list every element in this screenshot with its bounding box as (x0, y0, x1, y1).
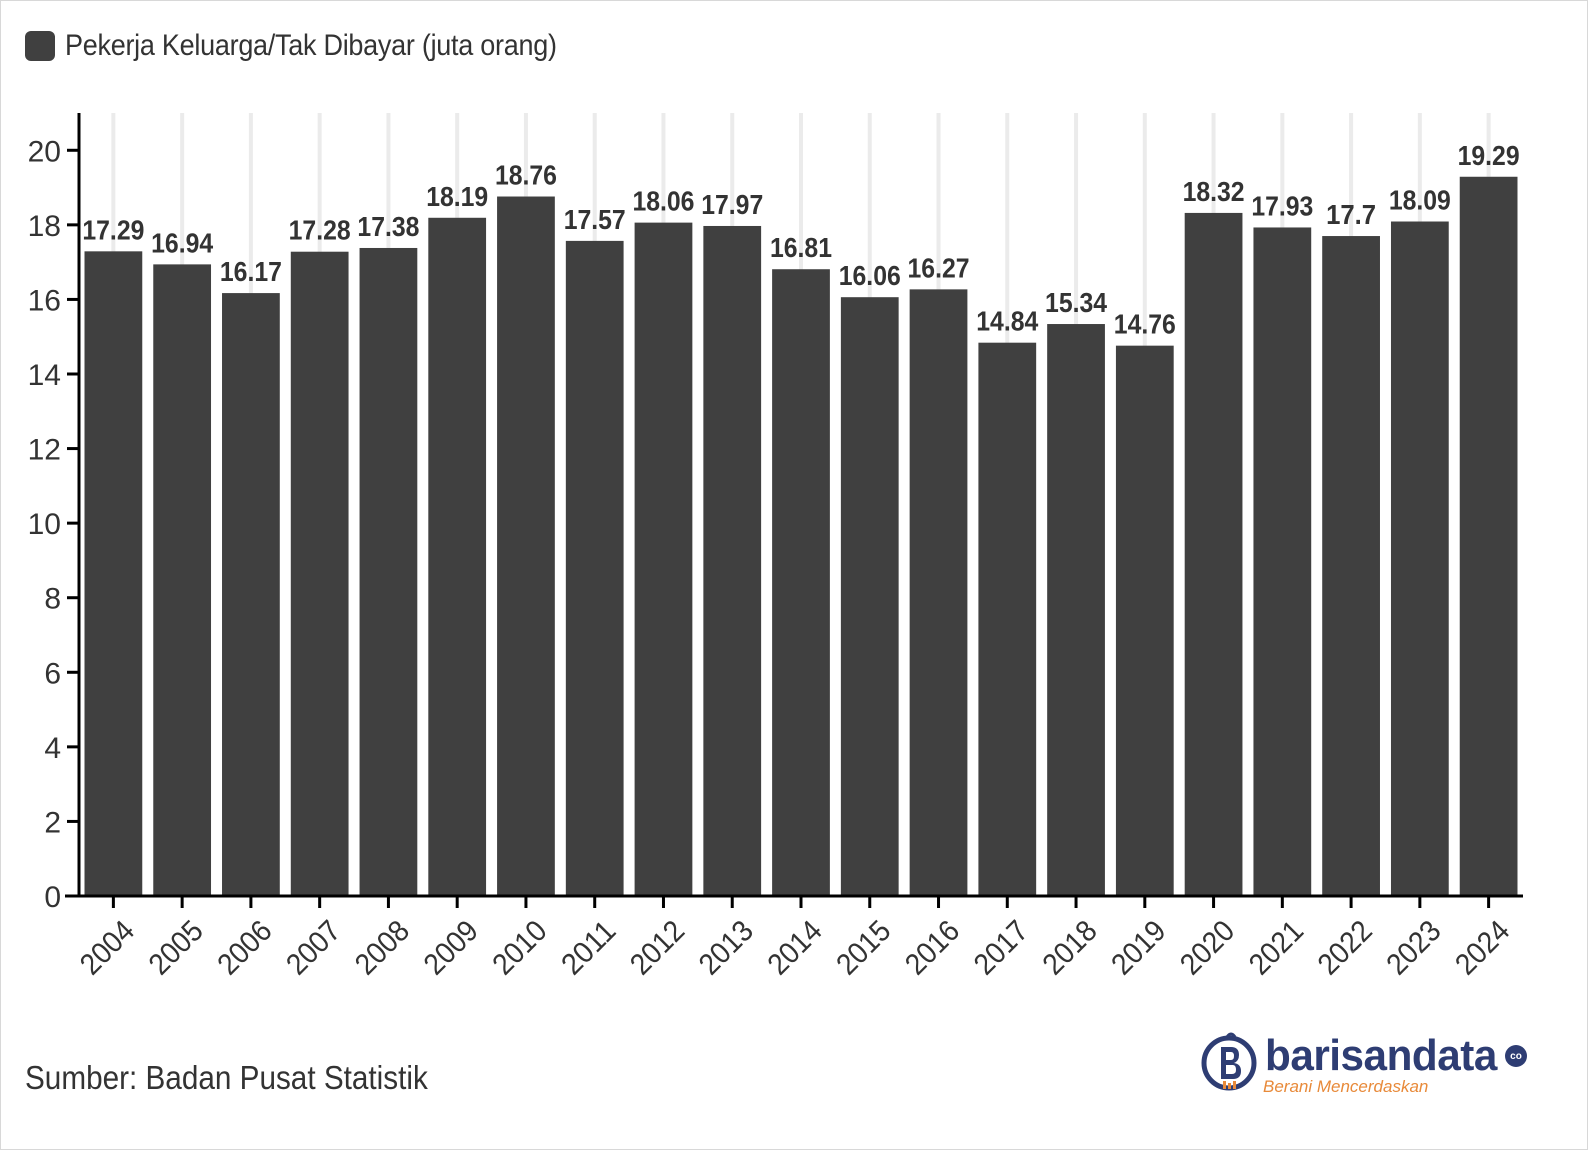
bar-2006 (222, 293, 280, 897)
bars (84, 176, 1518, 897)
logo-suffix-badge: co (1505, 1045, 1527, 1067)
y-tick-label: 16 (28, 284, 61, 317)
logo-wordmark: barisandata (1265, 1031, 1497, 1080)
bar-2013 (703, 225, 762, 896)
data-label-2024: 19.29 (1458, 140, 1520, 171)
x-tick-label-2015: 2015 (830, 914, 897, 981)
x-tick-label-2016: 2016 (899, 914, 966, 981)
bar-2021 (1253, 227, 1312, 896)
x-tick-label-2010: 2010 (486, 914, 553, 981)
x-tick-label-2019: 2019 (1105, 914, 1172, 981)
bar-2004 (84, 251, 143, 896)
bar-2019 (1115, 345, 1174, 897)
x-tick-label-2020: 2020 (1174, 914, 1241, 981)
data-label-2006: 16.17 (220, 256, 282, 287)
data-label-2008: 17.38 (357, 211, 419, 242)
legend: Pekerja Keluarga/Tak Dibayar (juta orang… (25, 29, 611, 63)
x-tick-label-2009: 2009 (418, 914, 485, 981)
bar-2010 (497, 196, 555, 896)
y-tick-label: 8 (44, 583, 61, 616)
bar-2009 (428, 217, 487, 897)
x-tick-label-2014: 2014 (761, 914, 828, 981)
bar-2020 (1184, 212, 1243, 896)
data-label-2021: 17.93 (1251, 190, 1313, 221)
data-label-2004: 17.29 (82, 214, 144, 245)
legend-label: Pekerja Keluarga/Tak Dibayar (juta orang… (65, 29, 557, 62)
x-tick-label-2012: 2012 (624, 914, 691, 981)
source-note: Sumber: Badan Pusat Statistik (25, 1059, 428, 1096)
data-label-2023: 18.09 (1389, 185, 1451, 216)
bar-2016 (909, 289, 968, 896)
y-tick-label: 6 (44, 657, 61, 690)
data-label-2009: 18.19 (426, 181, 488, 212)
data-label-2020: 18.32 (1183, 176, 1245, 207)
data-label-2015: 16.06 (839, 260, 901, 291)
x-tick-label-2007: 2007 (280, 914, 347, 981)
data-label-2011: 17.57 (564, 204, 626, 235)
bar-2011 (565, 240, 624, 896)
data-label-2022: 17.7 (1326, 199, 1376, 230)
bar-2022 (1322, 236, 1380, 897)
y-tick-label: 14 (28, 359, 61, 392)
brand-logo: barisandata co Berani Mencerdaskan (1201, 1029, 1541, 1099)
data-label-2019: 14.76 (1114, 309, 1176, 340)
logo-tagline: Berani Mencerdaskan (1263, 1077, 1429, 1096)
data-label-2014: 16.81 (770, 232, 832, 263)
data-label-2013: 17.97 (701, 189, 763, 220)
data-label-2005: 16.94 (151, 227, 213, 258)
data-label-2010: 18.76 (495, 160, 557, 191)
legend-swatch (25, 31, 55, 61)
bar-2017 (978, 342, 1037, 896)
x-tick-label-2011: 2011 (555, 914, 622, 981)
data-label-2007: 17.28 (289, 215, 351, 246)
x-tick-label-2022: 2022 (1312, 914, 1379, 981)
bar-2005 (153, 264, 212, 896)
x-tick-label-2004: 2004 (74, 914, 141, 981)
bar-2008 (359, 247, 418, 896)
data-label-2018: 15.34 (1045, 287, 1107, 318)
x-tick-label-2006: 2006 (211, 914, 278, 981)
bar-2023 (1390, 221, 1449, 896)
x-tick-label-2024: 2024 (1449, 914, 1516, 981)
y-tick-label: 20 (28, 135, 61, 168)
x-tick-label-2008: 2008 (349, 914, 416, 981)
bar-2024 (1459, 176, 1518, 897)
data-label-2017: 14.84 (976, 306, 1038, 337)
x-tick-label-2005: 2005 (143, 914, 210, 981)
y-tick-label: 18 (28, 210, 61, 243)
x-tick-label-2023: 2023 (1380, 914, 1447, 981)
bar-2015 (840, 297, 899, 897)
data-label-2016: 16.27 (908, 252, 970, 283)
x-tick-label-2013: 2013 (693, 914, 760, 981)
y-tick-label: 0 (44, 881, 61, 914)
y-tick-label: 4 (44, 732, 61, 765)
y-tick-label: 2 (44, 806, 61, 839)
bar-2007 (290, 251, 349, 896)
y-tick-label: 12 (28, 434, 61, 467)
x-tick-label-2021: 2021 (1243, 914, 1310, 981)
x-tick-label-2018: 2018 (1037, 914, 1104, 981)
bar-2012 (634, 222, 693, 896)
bar-2018 (1047, 324, 1105, 897)
bar-2014 (772, 269, 830, 896)
x-tick-label-2017: 2017 (968, 914, 1035, 981)
y-tick-label: 10 (28, 508, 61, 541)
barisandata-logo-icon (1201, 1032, 1257, 1091)
data-label-2012: 18.06 (632, 186, 694, 217)
